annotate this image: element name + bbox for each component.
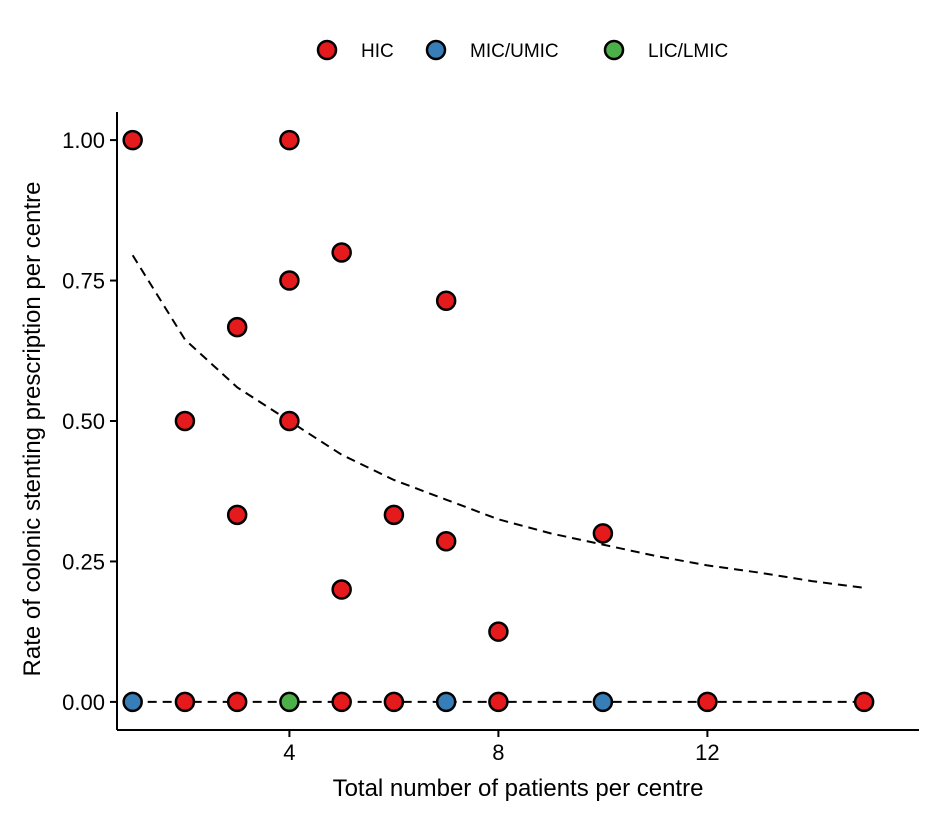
point-hic [488,691,509,713]
point-hic [226,504,248,526]
point-hic [279,129,300,151]
y-tick-label: 0.25 [62,549,105,574]
y-tick-label: 1.00 [62,128,105,153]
x-axis-title: Total number of patients per centre [333,775,704,802]
x-tick-label: 8 [492,740,504,765]
point-hic [592,523,614,544]
point-hic [331,242,352,263]
point-hic [279,270,300,291]
y-tick-label: 0.00 [62,690,105,715]
data-points [122,129,875,713]
axes: 0.00 0.25 0.50 0.75 1.00 4 8 12 [62,112,919,765]
point-hic [331,579,352,600]
point-hic [383,691,405,713]
point-hic [174,410,196,432]
point-hic [488,621,509,642]
legend-key-mic-umic [425,39,447,61]
x-tick-label: 4 [283,740,295,765]
point-hic [226,691,248,713]
point-mic-umic [435,691,457,713]
point-hic [122,129,143,151]
x-tick-label: 12 [695,740,719,765]
legend-label-hic: HIC [361,41,394,62]
trend-line [131,254,865,589]
legend-key-hic [316,39,338,61]
legend-label-lic-lmic: LIC/LMIC [648,41,728,62]
y-tick-label: 0.50 [62,409,105,434]
point-hic [331,691,352,713]
point-hic [697,691,718,713]
point-hic [226,316,248,338]
legend-key-lic-lmic [603,39,625,61]
point-hic [383,504,405,526]
point-hic [435,530,457,552]
point-mic-umic [122,691,143,713]
point-mic-umic [592,691,614,713]
y-axis-title: Rate of colonic stenting prescription pe… [19,182,46,677]
point-hic [435,290,457,312]
point-hic [174,691,196,713]
point-hic [853,691,875,713]
point-hic [279,410,300,432]
y-tick-label: 0.75 [62,269,105,294]
point-lic-lmic [279,691,300,713]
legend: HIC MIC/UMIC LIC/LMIC [316,39,728,62]
legend-label-mic-umic: MIC/UMIC [470,41,559,62]
